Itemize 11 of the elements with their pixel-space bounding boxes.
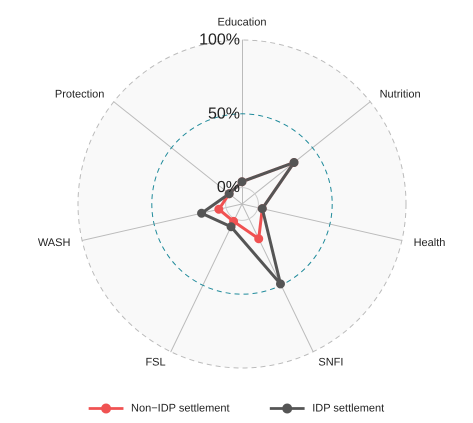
spoke-label: Health bbox=[414, 237, 446, 250]
spoke-label: Nutrition bbox=[380, 88, 421, 100]
y-tick-label: 100% bbox=[199, 32, 240, 48]
spoke-label: Education bbox=[218, 16, 266, 28]
spoke-label: Protection bbox=[54, 88, 104, 100]
legend-label: IDP settlement bbox=[312, 402, 384, 414]
spoke-label: SNFI bbox=[318, 356, 344, 369]
y-tick-label: 50% bbox=[208, 105, 240, 122]
spoke-label: FSL bbox=[145, 356, 166, 369]
spoke-label: WASH bbox=[38, 237, 70, 250]
legend-label: Non−IDP settlement bbox=[131, 402, 230, 414]
